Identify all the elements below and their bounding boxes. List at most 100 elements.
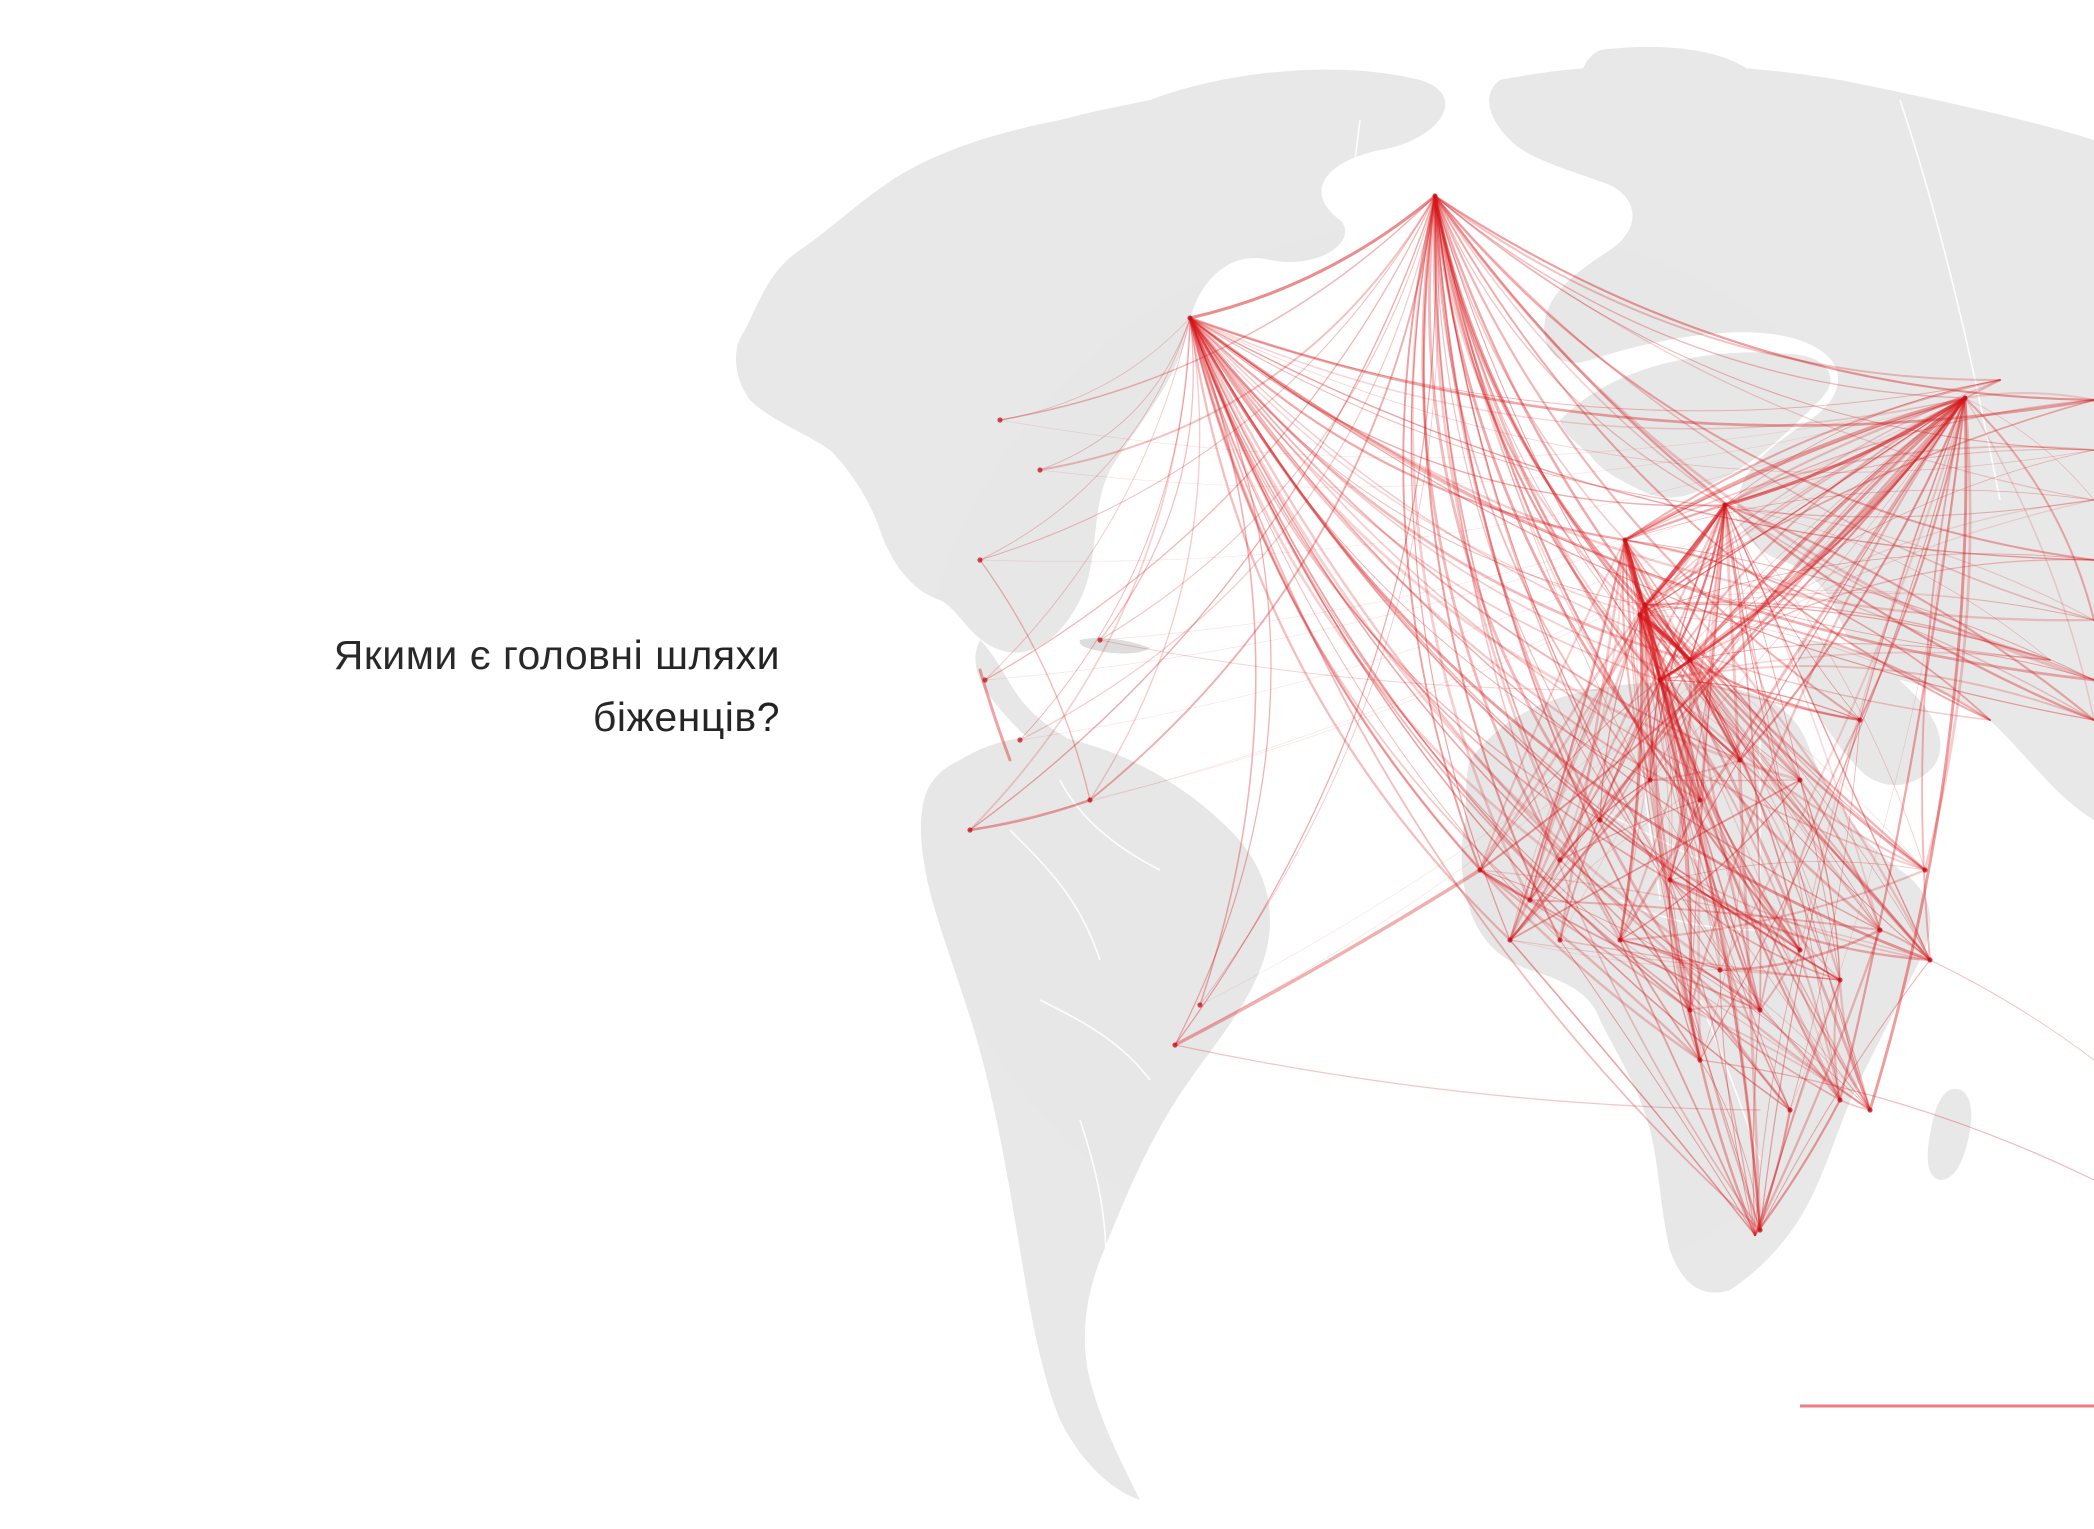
- flow-line: [1758, 1008, 1842, 1102]
- flow-line: [1644, 604, 1692, 1011]
- flow-line: [1433, 194, 1792, 1112]
- flow-line: [1698, 798, 1842, 1102]
- flow-line: [1699, 504, 1726, 801]
- flow-line: [1759, 719, 1861, 1011]
- flow-line: [1189, 317, 1991, 721]
- flow-line: [1433, 194, 1647, 607]
- flow-line: [1699, 1059, 1761, 1231]
- flow-line: [1644, 604, 1931, 961]
- flow-line: [1689, 659, 1841, 981]
- flow-line: [1434, 195, 1841, 1101]
- flow-line: [1659, 679, 1871, 1111]
- flow-line: [1559, 859, 1791, 1111]
- flow-line: [1644, 379, 2001, 606]
- flow-line: [1619, 939, 1721, 971]
- flow-line: [1508, 858, 1562, 942]
- flow-line: [1434, 195, 1801, 781]
- flow-line: [1754, 979, 1841, 1236]
- flow-line: [1432, 194, 1622, 942]
- flow-line: [1509, 939, 1841, 981]
- flow-line: [1434, 195, 1931, 961]
- flow-line: [1623, 538, 1647, 607]
- flow-line: [1411, 194, 1532, 902]
- flow-line: [1434, 195, 1841, 981]
- flow-line: [1799, 397, 1966, 951]
- flow-line: [1434, 195, 2094, 451]
- flow-line: [1724, 379, 2001, 506]
- flow-line: [1688, 658, 1862, 722]
- flow-line: [1697, 503, 1727, 1062]
- flow-line: [1188, 194, 1437, 320]
- flow-endpoint: [982, 677, 988, 683]
- flow-line: [1189, 317, 1761, 1231]
- flow-line: [1719, 969, 1756, 1236]
- flow-endpoint: [1017, 737, 1023, 743]
- flow-line: [1658, 678, 1842, 1102]
- flow-endpoint: [977, 557, 983, 563]
- flow-line: [1699, 397, 1966, 1061]
- flow-line: [1643, 603, 1662, 682]
- flow-line: [1188, 316, 1482, 872]
- refugee-flow-lines: [968, 194, 2094, 1237]
- flow-line: [1509, 679, 1661, 941]
- flow-line: [1643, 603, 1762, 1232]
- flow-line: [1659, 679, 1673, 881]
- flow-line: [1659, 679, 1761, 1011]
- flow-line: [1689, 397, 1966, 661]
- flow-line: [1623, 503, 1727, 542]
- flow-line: [1688, 396, 1967, 1012]
- flow-line: [1089, 397, 1966, 801]
- flow-line: [1752, 1009, 1761, 1236]
- flow-line: [1509, 604, 1646, 941]
- flow-line: [1879, 929, 1931, 961]
- flow-line: [1434, 195, 1671, 881]
- flow-line: [1478, 603, 1647, 872]
- flow-line: [1618, 613, 1644, 942]
- flow-line: [1624, 489, 2094, 541]
- flow-line: [1433, 194, 1802, 952]
- flow-line: [1619, 539, 1640, 941]
- flow-line: [1619, 939, 1871, 1111]
- border-line: [1699, 999, 1761, 1161]
- flow-line: [1434, 195, 1966, 399]
- flow-line: [1624, 539, 1701, 1061]
- flow-line: [1558, 538, 1627, 942]
- flow-line: [1624, 539, 1721, 971]
- flow-line: [1173, 868, 1482, 1047]
- flow-endpoint: [1657, 677, 1663, 683]
- flow-line: [1019, 317, 1191, 741]
- flow-line: [984, 317, 1191, 681]
- flow-line: [1509, 779, 1801, 941]
- flow-line: [1724, 504, 2094, 621]
- flow-endpoint: [1737, 757, 1743, 763]
- flow-line: [1618, 938, 1762, 1012]
- flow-line: [1643, 503, 1727, 607]
- flow-line: [1478, 868, 1702, 1062]
- flow-line: [1433, 194, 1862, 722]
- flow-line: [1689, 504, 1726, 661]
- flow-line: [1559, 939, 1756, 1236]
- flow-line: [1643, 603, 1992, 722]
- flow-endpoint: [1757, 1227, 1763, 1233]
- flow-line: [1188, 316, 1702, 1062]
- flow-line: [1688, 658, 1742, 762]
- flow-line: [1433, 194, 1702, 802]
- flow-line: [1189, 317, 1841, 1101]
- flow-line: [1723, 503, 1762, 1232]
- flow-line: [1189, 317, 2094, 473]
- flow-line: [1639, 397, 1966, 616]
- flow-line: [1508, 538, 1627, 942]
- flow-line: [1479, 869, 1531, 901]
- flow-line: [1189, 317, 1531, 901]
- flow-line: [1479, 869, 1761, 1011]
- flow-line: [1644, 504, 1726, 606]
- flow-line: [1434, 195, 2094, 501]
- flow-endpoint: [1927, 957, 1933, 963]
- flow-endpoint: [1087, 797, 1093, 803]
- flow-line: [1929, 959, 2094, 1061]
- flow-line: [969, 397, 1966, 831]
- flow-line: [1559, 799, 1701, 861]
- flow-line: [1688, 396, 1967, 662]
- flow-endpoint: [1432, 193, 1438, 199]
